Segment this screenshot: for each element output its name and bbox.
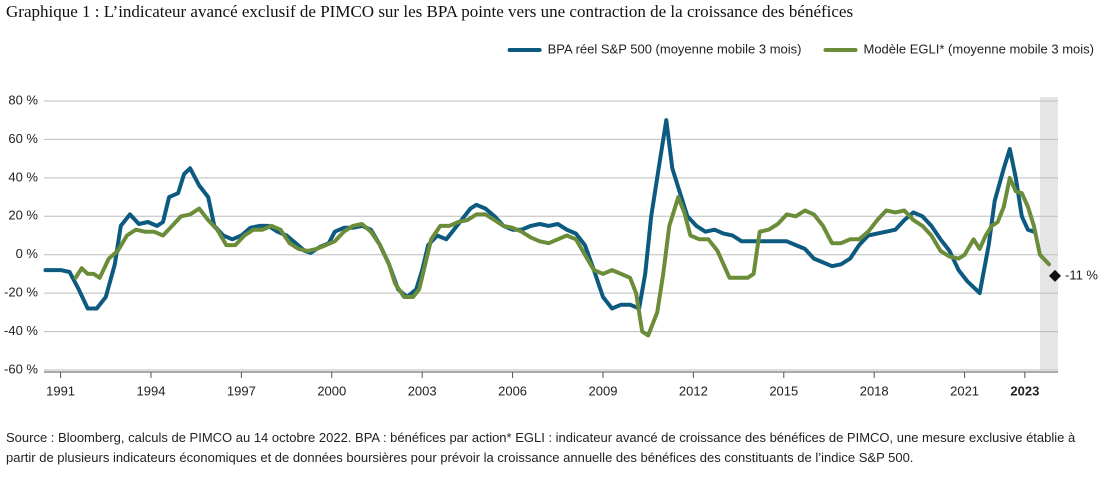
x-tick-label: 1994 — [137, 383, 166, 398]
x-tick-label: 2021 — [950, 383, 979, 398]
legend-label: BPA réel S&P 500 (moyenne mobile 3 mois) — [548, 41, 802, 56]
y-tick-label: 40 % — [8, 169, 38, 184]
x-tick-label: 2009 — [589, 383, 618, 398]
annotation-label: -11 % — [1065, 267, 1098, 282]
x-tick-label: 2023 — [1010, 383, 1039, 398]
x-tick-label: 2012 — [679, 383, 708, 398]
legend-label: Modèle EGLI* (moyenne mobile 3 mois) — [864, 41, 1095, 56]
x-tick-label: 2018 — [860, 383, 889, 398]
x-tick-label: 2000 — [317, 383, 346, 398]
x-tick-label: 1991 — [46, 383, 75, 398]
chart: -60 % -40 % -20 % 0 % 20 % 40 % 60 % 80 % 1991 19… — [4, 41, 1098, 398]
source-note: Source : Bloomberg, calculs de PIMCO au … — [6, 430, 1076, 465]
x-tick-label: 1997 — [227, 383, 256, 398]
y-tick-label: 0 % — [16, 246, 39, 261]
legend: Modèle EGLI* (moyenne mobile 3 mois) BPA … — [507, 41, 1095, 56]
y-tick-label: 80 % — [8, 92, 38, 107]
annotation-marker — [1048, 269, 1061, 282]
y-tick-label: 20 % — [8, 208, 38, 223]
y-tick-label: -40 % — [4, 323, 38, 338]
y-tick-label: -20 % — [4, 285, 38, 300]
series-line — [73, 175, 1051, 338]
series-line — [43, 118, 1036, 311]
highlight-band — [1039, 97, 1058, 370]
x-tick-label: 2015 — [769, 383, 798, 398]
y-tick-label: -60 % — [4, 361, 38, 376]
x-tick-label: 2003 — [408, 383, 437, 398]
chart-title: Graphique 1 : L’indicateur avancé exclus… — [6, 2, 854, 21]
x-tick-label: 2006 — [498, 383, 527, 398]
y-tick-label: 60 % — [8, 131, 38, 146]
